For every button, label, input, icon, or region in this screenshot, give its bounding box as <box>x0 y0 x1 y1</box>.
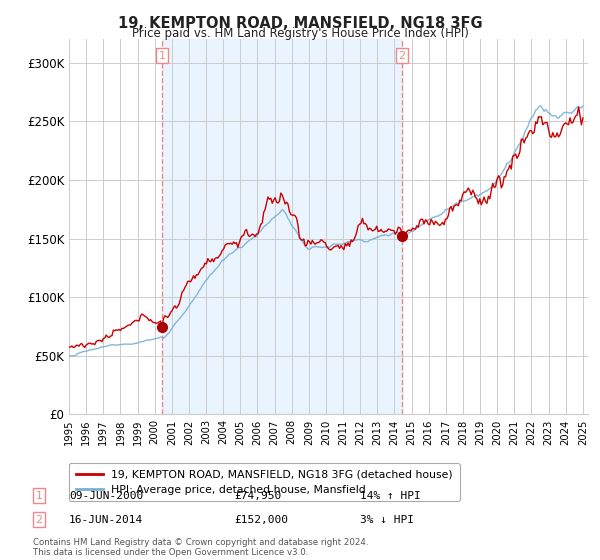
Text: Price paid vs. HM Land Registry's House Price Index (HPI): Price paid vs. HM Land Registry's House … <box>131 27 469 40</box>
Text: 16-JUN-2014: 16-JUN-2014 <box>69 515 143 525</box>
Text: 19, KEMPTON ROAD, MANSFIELD, NG18 3FG: 19, KEMPTON ROAD, MANSFIELD, NG18 3FG <box>118 16 482 31</box>
Text: 09-JUN-2000: 09-JUN-2000 <box>69 491 143 501</box>
Text: 2: 2 <box>398 50 406 60</box>
Text: £152,000: £152,000 <box>234 515 288 525</box>
Text: £74,950: £74,950 <box>234 491 281 501</box>
Text: 1: 1 <box>158 50 166 60</box>
Text: 1: 1 <box>35 491 43 501</box>
Text: 2: 2 <box>35 515 43 525</box>
Text: 3% ↓ HPI: 3% ↓ HPI <box>360 515 414 525</box>
Text: Contains HM Land Registry data © Crown copyright and database right 2024.
This d: Contains HM Land Registry data © Crown c… <box>33 538 368 557</box>
Text: 14% ↑ HPI: 14% ↑ HPI <box>360 491 421 501</box>
Bar <box>162 39 402 414</box>
Legend: 19, KEMPTON ROAD, MANSFIELD, NG18 3FG (detached house), HPI: Average price, deta: 19, KEMPTON ROAD, MANSFIELD, NG18 3FG (d… <box>69 463 460 501</box>
